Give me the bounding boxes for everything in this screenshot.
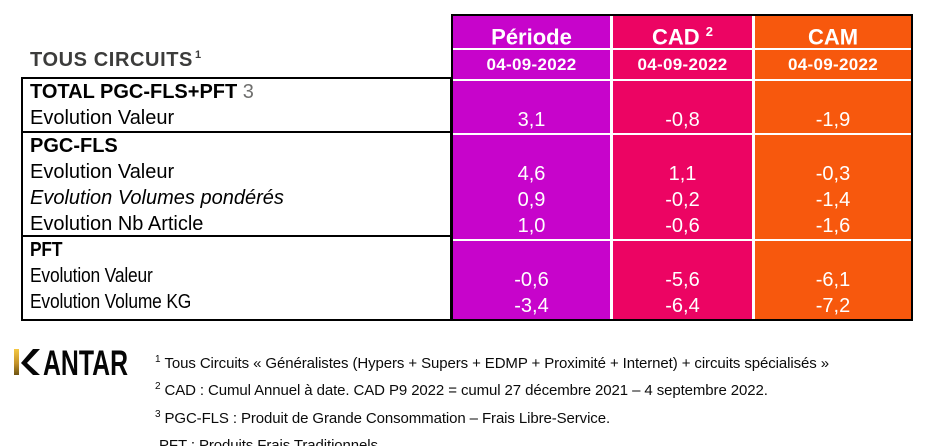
table-scope-title-text: TOUS CIRCUITS [30, 49, 193, 71]
value-segment-pft: -5,6 -6,4 [613, 241, 752, 319]
value-cell: -0,3 [815, 163, 851, 185]
column-date: 04-09-2022 [453, 50, 610, 79]
value-cell: -3,4 [514, 295, 549, 317]
value-cell: -0,6 [665, 215, 700, 237]
value-cell: -0,8 [665, 109, 700, 131]
row-label: Evolution Valeur [30, 161, 175, 183]
value-cell: -1,6 [815, 215, 851, 237]
empty-cell [613, 241, 752, 267]
value-cell: -1,9 [815, 109, 851, 131]
empty-cell [453, 81, 610, 107]
value-cell: -6,1 [815, 269, 851, 291]
empty-cell [613, 81, 752, 107]
value-segment-pft: -6,1 -7,2 [755, 241, 911, 319]
footnote-3: 3 PGC-FLS : Produit de Grande Consommatio… [155, 408, 611, 427]
kantar-logo-image: ANTAR [14, 344, 128, 383]
value-segment-total: -1,9 [755, 81, 911, 133]
row-labels-table: TOTAL PGC-FLS+PFT 3 Evolution Valeur PGC… [21, 77, 452, 321]
empty-cell [755, 241, 911, 267]
column-cam: CAM 04-09-2022 -1,9 -0,3 -1,4 -1,6 -6,1 … [755, 16, 911, 319]
table-scope-title-footnote-marker: 1 [195, 49, 202, 62]
value-cell: -0,6 [514, 269, 549, 291]
group-pft: PFT Evolution Valeur Evolution Volume KG [23, 235, 450, 315]
value-segment-pgc-fls: -0,3 -1,4 -1,6 [755, 135, 911, 239]
svg-text:ANTAR: ANTAR [43, 347, 128, 377]
footnote-2: 2 CAD : Cumul Annuel à date. CAD P9 2022 … [155, 381, 768, 400]
empty-cell [453, 241, 610, 267]
footnotes: 1 Tous Circuits « Généralistes (Hypers + … [155, 348, 915, 446]
value-cell: -0,2 [665, 189, 700, 211]
group-header-footnote: 3 [242, 81, 254, 103]
value-cell: 3,1 [517, 109, 546, 131]
group-total-pgc-fls-pft: TOTAL PGC-FLS+PFT 3 Evolution Valeur [23, 79, 450, 131]
row-label: Evolution Valeur [30, 265, 153, 287]
empty-cell [453, 135, 610, 161]
row-label: Evolution Nb Article [30, 213, 204, 235]
table-scope-title: TOUS CIRCUITS 1 [30, 49, 202, 72]
group-header-label: TOTAL PGC-FLS+PFT [30, 81, 238, 103]
value-segment-pft: -0,6 -3,4 [453, 241, 610, 319]
kantar-logo: ANTAR [14, 344, 130, 383]
value-cell: -6,4 [665, 295, 700, 317]
value-segment-pgc-fls: 1,1 -0,2 -0,6 [613, 135, 752, 239]
row-label: Evolution Volume KG [30, 291, 192, 313]
value-cell: -5,6 [665, 269, 700, 291]
footnote-marker: 3 [155, 408, 161, 420]
column-date: 04-09-2022 [755, 50, 911, 79]
column-date: 04-09-2022 [613, 50, 752, 79]
value-segment-total: 3,1 [453, 81, 610, 133]
group-header-label: PFT [30, 239, 63, 261]
value-cell: 1,0 [517, 215, 546, 237]
value-cell: -1,4 [815, 189, 851, 211]
value-cell: 1,1 [668, 163, 697, 185]
column-header-periode: Période [453, 16, 610, 49]
column-header-cad: CAD 2 [613, 16, 752, 49]
footnote-4: PFT : Produits Frais Traditionnels [159, 437, 378, 446]
kantar-k-gold-stem [14, 349, 19, 375]
values-block: Période 04-09-2022 3,1 4,6 0,9 1,0 -0,6 … [451, 14, 913, 321]
empty-cell [755, 135, 911, 161]
value-segment-total: -0,8 [613, 81, 752, 133]
column-cad: CAD 2 04-09-2022 -0,8 1,1 -0,2 -0,6 -5,6… [613, 16, 752, 319]
empty-cell [613, 135, 752, 161]
value-cell: 0,9 [517, 189, 546, 211]
value-cell: -7,2 [815, 295, 851, 317]
column-periode: Période 04-09-2022 3,1 4,6 0,9 1,0 -0,6 … [453, 16, 610, 319]
group-pgc-fls: PGC-FLS Evolution Valeur Evolution Volum… [23, 131, 450, 235]
footnote-marker: 1 [155, 354, 161, 365]
footnote-1: 1 Tous Circuits « Généralistes (Hypers + … [155, 354, 829, 372]
row-label: Evolution Valeur [30, 107, 175, 129]
group-header-label: PGC-FLS [30, 135, 118, 157]
column-header-cam: CAM [755, 16, 911, 49]
column-header-footnote-marker: 2 [705, 24, 714, 39]
empty-cell [755, 81, 911, 107]
group-header-row: TOTAL PGC-FLS+PFT 3 [23, 79, 450, 105]
group-header-row: PGC-FLS [23, 133, 450, 159]
value-cell: 4,6 [517, 163, 546, 185]
row-label: Evolution Volumes pondérés [30, 187, 284, 209]
footnote-marker: 2 [155, 381, 161, 393]
group-header-row: PFT [23, 237, 450, 263]
value-segment-pgc-fls: 4,6 0,9 1,0 [453, 135, 610, 239]
